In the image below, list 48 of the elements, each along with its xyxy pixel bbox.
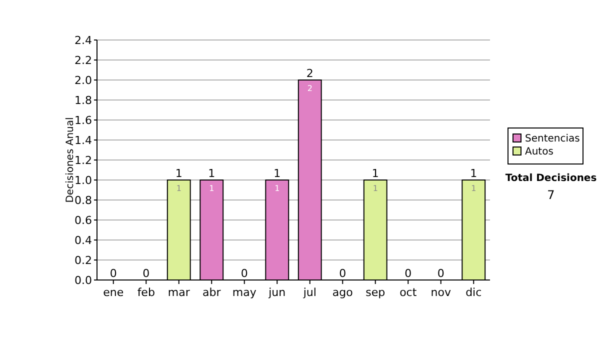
data-label: 1	[372, 184, 378, 193]
y-tick-label: 0.6	[74, 214, 92, 227]
data-label: 1	[176, 184, 182, 193]
total-label: 1	[175, 167, 182, 180]
legend-label: Autos	[525, 146, 554, 158]
x-tick-label: abr	[202, 286, 222, 299]
total-label: 0	[142, 267, 150, 280]
total-label: 0	[404, 267, 412, 280]
total-label: 1	[274, 167, 281, 180]
y-tick-label: 2.0	[74, 74, 92, 87]
y-tick-label: 1.2	[74, 154, 92, 167]
total-label: 0	[110, 267, 117, 280]
y-tick-label: 1.0	[74, 174, 92, 187]
x-tick-label: mar	[168, 286, 190, 299]
x-tick-label: ene	[103, 286, 124, 299]
y-tick-label: 0.8	[74, 194, 92, 207]
y-tick-label: 0.4	[74, 234, 92, 247]
total-label: 2	[306, 67, 314, 80]
x-tick-label: oct	[400, 286, 418, 299]
total-label: 1	[470, 167, 478, 180]
text: 7	[547, 188, 555, 202]
x-tick-label: sep	[366, 286, 386, 299]
total-label: 1	[372, 167, 379, 180]
y-axis-title: Decisiones Anual	[65, 117, 76, 203]
y-tick-label: 2.4	[74, 34, 92, 47]
x-tick-label: may	[232, 286, 257, 299]
y-tick-label: 0.2	[74, 254, 92, 267]
data-label: 2	[307, 84, 312, 93]
total-label: 0	[339, 267, 346, 280]
text: Total Decisiones	[505, 173, 597, 184]
x-tick-label: feb	[137, 286, 155, 299]
x-tick-label: jul	[302, 286, 316, 299]
x-tick-label: jun	[268, 286, 286, 299]
y-tick-label: 1.6	[74, 114, 92, 127]
x-tick-label: dic	[466, 286, 482, 299]
data-label: 1	[274, 184, 280, 193]
legend-label: Sentencias	[525, 134, 580, 144]
y-tick-label: 1.4	[74, 134, 92, 147]
x-tick-label: ago	[332, 286, 354, 299]
data-label: 1	[209, 184, 214, 193]
total-label: 0	[240, 267, 248, 280]
y-tick-label: 1.8	[74, 94, 92, 107]
data-label: 1	[471, 184, 476, 193]
total-label: 1	[208, 167, 216, 180]
x-tick-label: nov	[430, 286, 452, 299]
total-label: 0	[437, 267, 444, 280]
y-tick-label: 0.0	[74, 274, 92, 287]
y-tick-label: 2.2	[74, 54, 92, 67]
